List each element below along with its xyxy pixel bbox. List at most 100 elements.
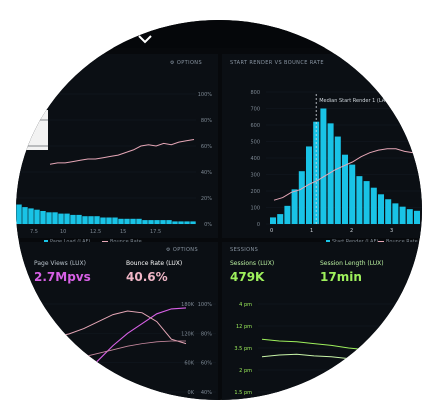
bar	[82, 216, 88, 224]
y-left-tick-label: 120K	[181, 331, 195, 337]
bar	[190, 221, 196, 224]
bar	[166, 220, 172, 224]
x-tick-label: 2	[350, 228, 353, 234]
session-length-line	[261, 353, 419, 381]
y-tick-label: 500	[250, 140, 260, 146]
bar	[334, 136, 341, 224]
bar	[392, 203, 399, 224]
y-tick-label: 2 pm	[239, 368, 252, 374]
y-tick-label: 12 pm	[236, 324, 252, 330]
sessions-line	[261, 338, 419, 367]
y-right-tick-label: 40%	[201, 390, 212, 396]
gear-icon: ⚙	[166, 247, 171, 253]
bar	[306, 146, 312, 224]
bar	[277, 214, 284, 224]
y-tick-label: 0%	[204, 222, 212, 228]
bar	[349, 164, 356, 224]
bar	[363, 181, 370, 224]
x-tick-label: 17.5	[150, 229, 161, 235]
options-button[interactable]: ⚙ OPTIONS	[170, 60, 203, 66]
bar	[28, 208, 34, 224]
bar	[370, 187, 377, 224]
gear-icon: ⚙	[170, 60, 175, 66]
bar	[313, 121, 320, 224]
bar	[378, 194, 384, 224]
chart-title: START RENDER VS BOUNCE RATE	[230, 60, 324, 66]
y-tick-label: 300	[250, 173, 260, 179]
sessions-label: Sessions (LUX)	[230, 260, 275, 267]
y-tick-label: 60%	[201, 144, 212, 150]
bar	[342, 154, 348, 224]
bar	[356, 176, 363, 224]
top-right-chart: 800 700 600 500 400 300 200 100 0 Median Start Re…	[250, 90, 422, 245]
bar	[298, 171, 305, 224]
bar	[406, 209, 413, 224]
legend-swatch	[44, 240, 48, 243]
bar	[284, 205, 291, 224]
y-right-tick-label: 60%	[201, 361, 212, 367]
y-tick-label: 600	[250, 123, 260, 129]
bounce-rate-line	[273, 148, 422, 201]
bar	[46, 212, 52, 224]
x-tick-label: 1	[310, 228, 313, 234]
y-tick-label: 0	[257, 222, 260, 228]
y-tick-label: 1.5 pm	[234, 390, 252, 396]
y-tick-label: 3.5 pm	[234, 346, 252, 352]
bar	[148, 220, 154, 224]
bottom-left-chart: 180K 100% 120K 80% 60K 60% 0K 40%	[16, 302, 216, 396]
page-views-line	[39, 307, 187, 384]
page-views-value: 2.7Mpvs	[34, 270, 91, 284]
bar	[40, 211, 46, 224]
y-tick-label: 800	[250, 90, 260, 96]
bar	[178, 221, 184, 224]
x-tick-label: 3	[390, 228, 393, 234]
bar	[118, 218, 124, 224]
page-views-label: Page Views (LUX)	[34, 260, 86, 267]
y-tick-label: 4 pm	[239, 302, 252, 308]
bar	[270, 217, 276, 224]
bar	[112, 217, 118, 224]
bar	[94, 216, 100, 224]
bar	[106, 217, 112, 224]
bounce-rate-line	[39, 310, 187, 345]
y-tick-label: 20%	[201, 196, 212, 202]
bar	[124, 218, 130, 224]
y-tick-label: 700	[250, 107, 260, 113]
bar	[16, 204, 22, 224]
x-tick-label: 7.5	[30, 229, 38, 235]
bar	[160, 220, 166, 224]
bar	[291, 189, 298, 224]
bar	[399, 206, 406, 224]
options-button[interactable]: ⚙ OPTIONS	[166, 247, 199, 253]
bar	[327, 123, 334, 224]
bottom-left-panel: ⚙ OPTIONS Page Views (LUX) 2.7Mpvs Bounc…	[16, 242, 218, 400]
bar	[64, 213, 70, 224]
y-right-tick-label: 80%	[201, 331, 212, 337]
bar	[172, 221, 178, 224]
y-left-tick-label: 180K	[181, 302, 195, 308]
y-tick-label: 80%	[201, 118, 212, 124]
y-right-tick-label: 100%	[198, 302, 213, 308]
bar	[320, 108, 327, 224]
x-tick-label: 15	[120, 229, 126, 235]
bar	[22, 207, 28, 224]
legend-swatch	[326, 240, 330, 243]
y-tick-label: 200	[250, 189, 260, 195]
chevron-down-icon[interactable]	[138, 34, 152, 44]
median-label: Median Start Render 1 (LAF)	[319, 98, 390, 104]
top-right-panel: START RENDER VS BOUNCE RATE 800 700 600 500…	[222, 54, 422, 245]
bar	[58, 213, 64, 224]
bottom-right-panel: SESSIONS Sessions (LUX) 479K Session Len…	[222, 242, 422, 400]
header-bar	[16, 20, 422, 48]
bar	[414, 210, 420, 224]
bottom-right-chart: 4 pm 12 pm 3.5 pm 2 pm 1.5 pm	[234, 302, 422, 396]
sessions-title: SESSIONS	[230, 247, 259, 253]
y-left-tick-label: 0K	[188, 390, 195, 396]
session-length-value: 17min	[320, 270, 362, 284]
bar	[385, 199, 392, 224]
bar	[184, 221, 190, 224]
y-tick-label: 100	[250, 206, 260, 212]
y-tick-label: 400	[250, 156, 260, 162]
bar	[34, 209, 40, 224]
